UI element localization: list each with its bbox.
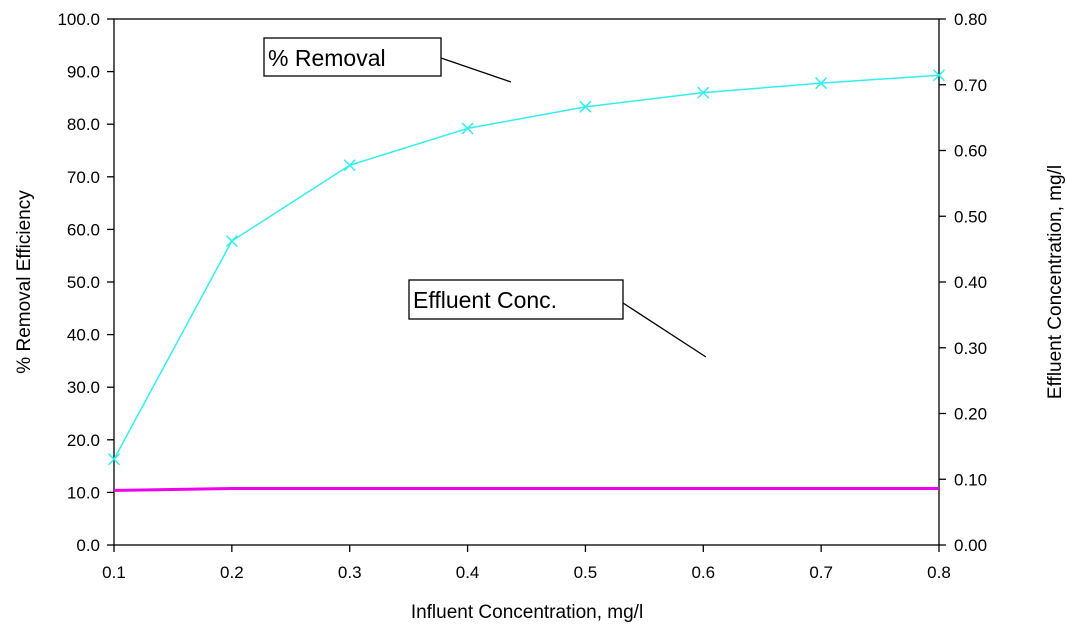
y2-tick-label: 0.00 bbox=[954, 536, 987, 555]
y2-axis-title: Effluent Concentration, mg/l bbox=[1045, 165, 1066, 399]
x-tick-label: 0.3 bbox=[338, 563, 362, 582]
x-axis-title: Influent Concentration, mg/l bbox=[411, 602, 643, 623]
x-tick-label: 0.6 bbox=[691, 563, 715, 582]
y-tick-label: 80.0 bbox=[67, 115, 100, 134]
x-tick-label: 0.8 bbox=[927, 563, 951, 582]
y2-tick-label: 0.30 bbox=[954, 339, 987, 358]
y2-tick-label: 0.20 bbox=[954, 405, 987, 424]
y2-tick-label: 0.40 bbox=[954, 273, 987, 292]
y-tick-label: 100.0 bbox=[57, 10, 100, 29]
x-tick-label: 0.4 bbox=[456, 563, 480, 582]
y2-tick-label: 0.60 bbox=[954, 142, 987, 161]
x-tick-label: 0.1 bbox=[102, 563, 126, 582]
removal-callout-label: % Removal bbox=[268, 45, 386, 71]
y-tick-label: 60.0 bbox=[67, 220, 100, 239]
y-tick-label: 30.0 bbox=[67, 378, 100, 397]
y-tick-label: 90.0 bbox=[67, 63, 100, 82]
y2-tick-label: 0.80 bbox=[954, 10, 987, 29]
x-tick-label: 0.5 bbox=[574, 563, 598, 582]
x-tick-label: 0.2 bbox=[220, 563, 244, 582]
y2-tick-label: 0.70 bbox=[954, 76, 987, 95]
x-tick-label: 0.7 bbox=[809, 563, 833, 582]
y-tick-label: 10.0 bbox=[67, 483, 100, 502]
y2-tick-label: 0.50 bbox=[954, 207, 987, 226]
y-tick-label: 20.0 bbox=[67, 431, 100, 450]
effluent-callout-label: Effluent Conc. bbox=[413, 287, 557, 313]
y-axis-title: % Removal Efficiency bbox=[14, 190, 35, 374]
y-tick-label: 70.0 bbox=[67, 168, 100, 187]
y2-tick-label: 0.10 bbox=[954, 470, 987, 489]
y-tick-label: 40.0 bbox=[67, 326, 100, 345]
y-tick-label: 0.0 bbox=[76, 536, 100, 555]
y-tick-label: 50.0 bbox=[67, 273, 100, 292]
